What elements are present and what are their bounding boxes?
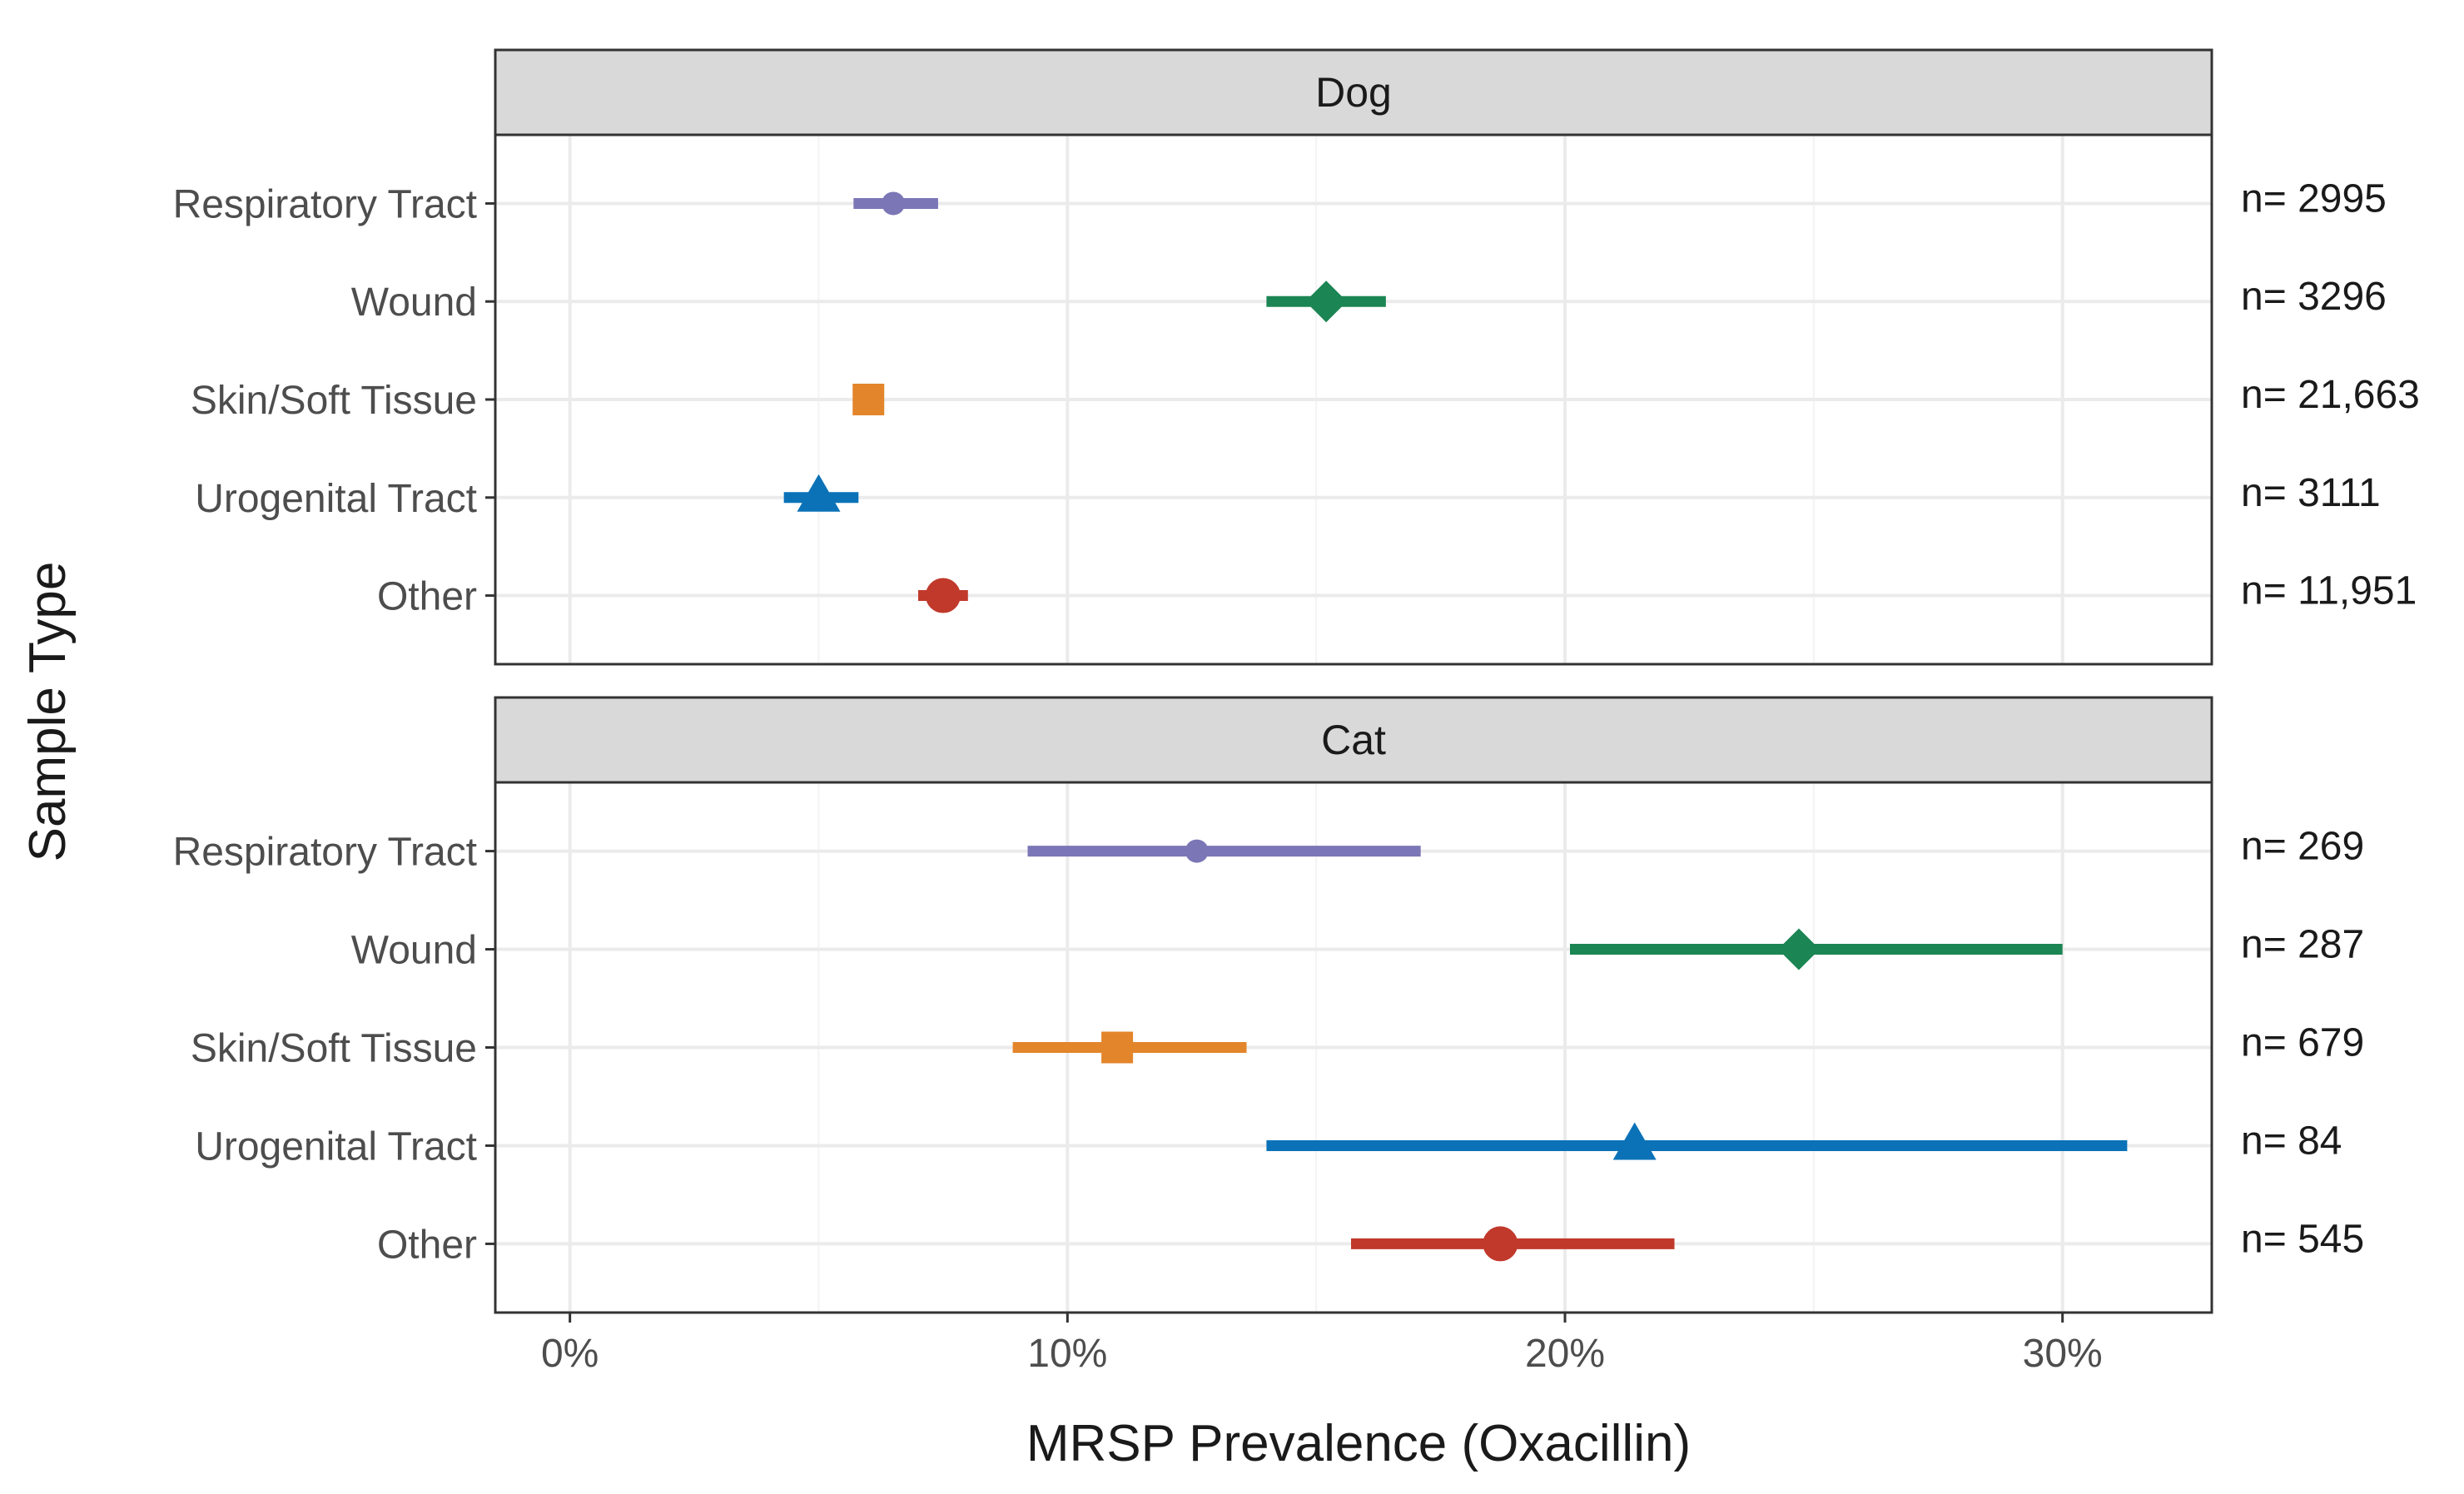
category-label: Skin/Soft Tissue [191,379,477,423]
category-label: Wound [351,929,477,973]
category-label: Respiratory Tract [173,182,477,226]
x-tick-label: 0% [541,1332,599,1376]
point-marker [852,384,885,415]
strip-header [494,48,2213,136]
point-marker [882,191,906,216]
n-label: n= 3296 [2241,275,2387,319]
category-label: Respiratory Tract [173,831,477,875]
x-tick-label: 20% [1525,1332,1605,1376]
n-label: n= 11,951 [2241,569,2417,613]
x-tick-label: 30% [2023,1332,2103,1376]
point-marker [1185,839,1209,863]
point-marker [1612,1122,1657,1160]
n-label: n= 3111 [2241,471,2381,515]
strip-header [494,696,2213,784]
point-marker [797,474,841,512]
category-label: Skin/Soft Tissue [191,1027,477,1071]
point-marker [1777,928,1820,970]
category-label: Urogenital Tract [195,1124,477,1169]
n-label: n= 287 [2241,923,2364,967]
point-marker [1101,1031,1134,1064]
n-label: n= 679 [2241,1021,2364,1065]
point-marker [925,578,961,613]
category-label: Urogenital Tract [195,477,477,521]
strip-label: Dog [1315,69,1392,116]
point-marker [1483,1226,1518,1262]
n-label: n= 84 [2241,1119,2342,1163]
panel-cat: Respiratory Tract Wound Skin/Soft Tissue Ur… [173,696,2364,1376]
n-label: n= 21,663 [2241,373,2420,417]
x-tick-label: 10% [1027,1332,1107,1376]
category-label: Other [377,575,477,619]
y-axis-title: Sample Type [19,562,77,862]
point-marker [1305,280,1348,323]
x-axis-title: MRSP Prevalence (Oxacillin) [1026,1415,1691,1472]
strip-label: Cat [1321,717,1386,763]
panel-dog: Respiratory Tract Wound Skin/Soft Tissue Ur… [173,48,2420,666]
panels-layer: Respiratory Tract Wound Skin/Soft Tissue Ur… [173,48,2420,1376]
category-label: Other [377,1223,477,1267]
category-label: Wound [351,280,477,325]
n-label: n= 2995 [2241,176,2387,221]
n-label: n= 545 [2241,1217,2364,1261]
n-label: n= 269 [2241,825,2364,869]
